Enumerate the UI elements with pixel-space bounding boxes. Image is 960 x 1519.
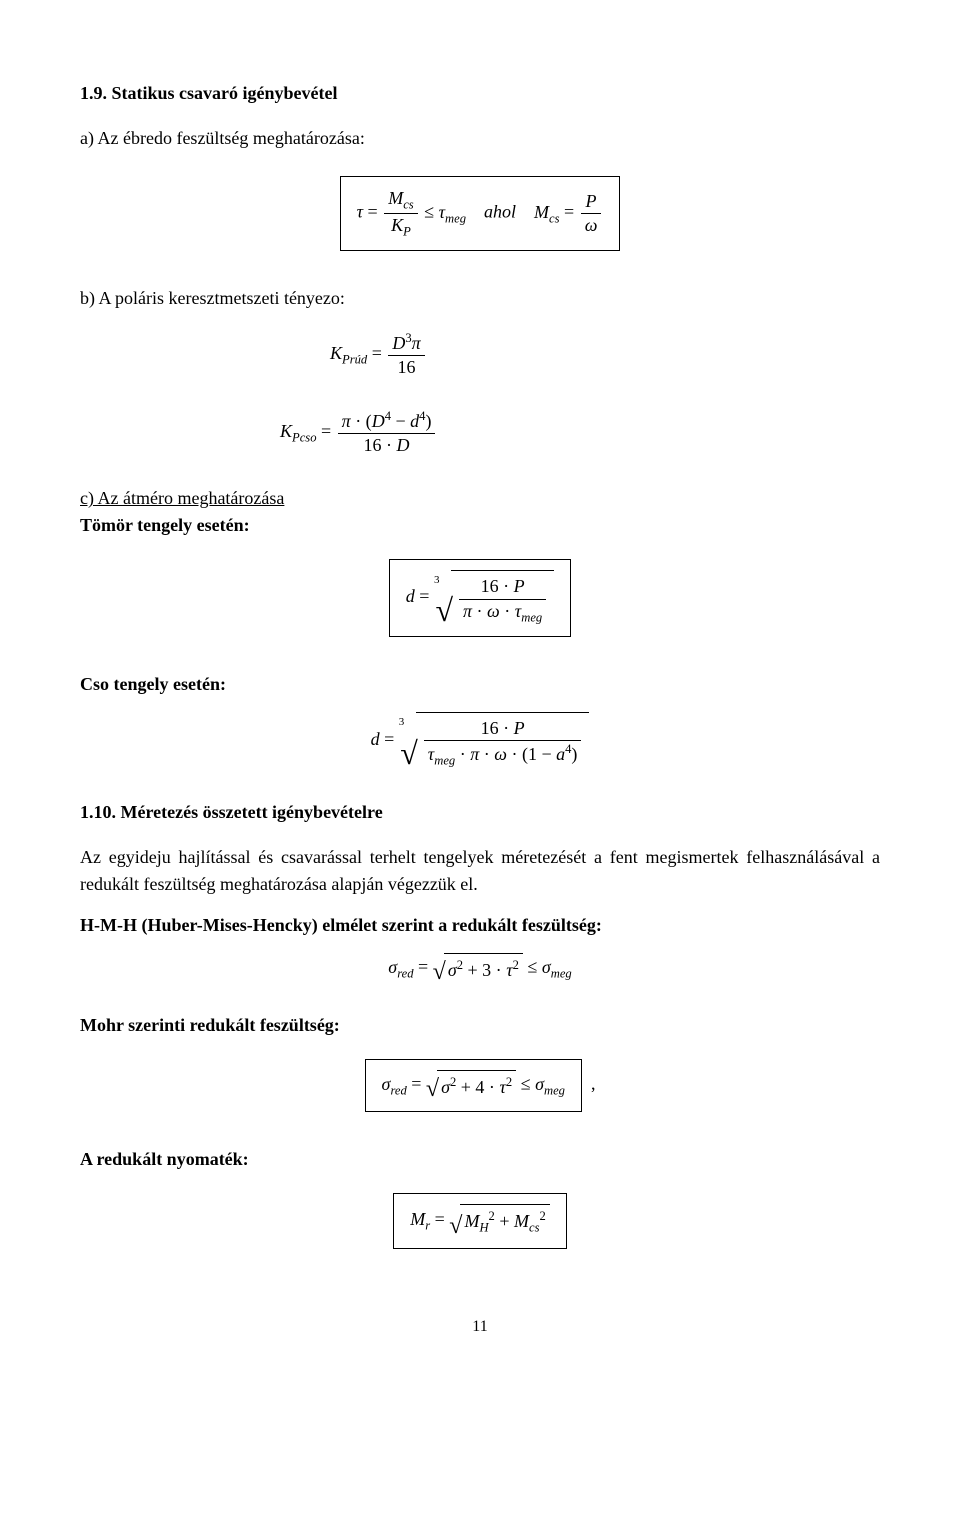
s110-reduced-moment-label: A redukált nyomaték: xyxy=(80,1146,880,1173)
s110-paragraph: Az egyideju hajlítással és csavarással t… xyxy=(80,844,880,898)
s110-reduced-moment-formula: Mr = √ MH2 + Mcs2 xyxy=(80,1187,880,1254)
s19-cso-formula: d = 3 √ 16 · P τmeg · π · ω · (1 − a4) xyxy=(80,712,880,769)
s19-a-label: a) Az ébredo feszültség meghatározása: xyxy=(80,125,880,152)
s110-mohr-label: Mohr szerinti redukált feszültség: xyxy=(80,1012,880,1039)
s19-b-formula-2: KPcso = π · (D4 − d4) 16 · D xyxy=(280,408,880,458)
s110-hmh-label: H-M-H (Huber-Mises-Hencky) elmélet szeri… xyxy=(80,912,880,939)
s19-a-formula: τ = Mcs KP ≤ τmeg ahol Mcs = P ω xyxy=(80,170,880,257)
s110-mohr-formula: σred = √ σ2 + 4 · τ2 ≤ σmeg , xyxy=(80,1053,880,1118)
s19-b-formula-1: KPrúd = D3π 16 xyxy=(330,330,880,380)
s110-hmh-formula: σred = √ σ2 + 3 · τ2 ≤ σmeg xyxy=(80,953,880,984)
s19-c-label-line2: Tömör tengely esetén: xyxy=(80,512,880,539)
s19-c-label-line1: c) Az átméro meghatározása xyxy=(80,485,880,512)
s19-cso-label: Cso tengely esetén: xyxy=(80,671,880,698)
page-number: 11 xyxy=(80,1315,880,1339)
s19-c-formula: d = 3 √ 16 · P π · ω · τmeg xyxy=(80,553,880,642)
section-1-10-title: 1.10. Méretezés összetett igénybevételre xyxy=(80,799,880,826)
section-1-9-title: 1.9. Statikus csavaró igénybevétel xyxy=(80,80,880,107)
s19-b-label: b) A poláris keresztmetszeti tényezo: xyxy=(80,285,880,312)
